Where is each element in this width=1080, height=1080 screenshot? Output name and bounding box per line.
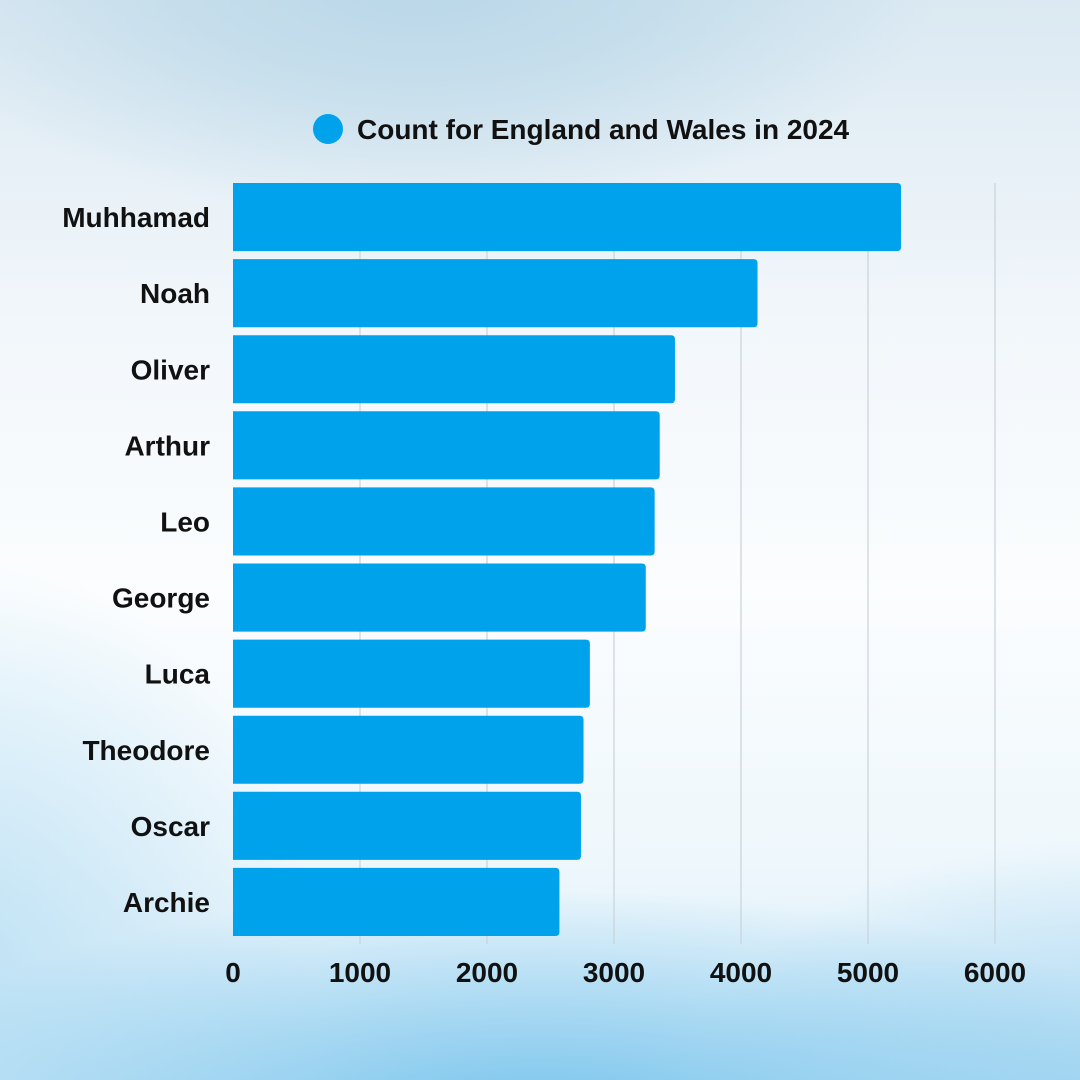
category-label: Theodore	[82, 735, 210, 766]
bar	[233, 867, 560, 936]
category-labels: Muhhamad Noah Oliver Arthur Leo George Luca The…	[62, 202, 210, 918]
x-tick-label: 4000	[710, 957, 772, 988]
bar	[233, 183, 902, 252]
x-tick-label: 6000	[964, 957, 1026, 988]
category-label: Arthur	[124, 430, 210, 461]
bar	[233, 411, 660, 480]
legend: Count for England and Wales in 2024	[313, 114, 850, 145]
category-label: Muhhamad	[62, 202, 210, 233]
category-label: Oscar	[131, 811, 210, 842]
legend-marker	[313, 114, 343, 144]
category-label: George	[112, 583, 210, 614]
category-label: Archie	[123, 887, 210, 918]
x-tick-label: 2000	[456, 957, 518, 988]
x-tick-label: 5000	[837, 957, 899, 988]
legend-label: Count for England and Wales in 2024	[357, 114, 850, 145]
x-tick-label: 0	[225, 957, 241, 988]
x-tick-label: 1000	[329, 957, 391, 988]
bar	[233, 487, 655, 556]
category-label: Noah	[140, 278, 210, 309]
bar	[233, 335, 675, 404]
bar	[233, 563, 646, 632]
category-label: Luca	[145, 659, 211, 690]
bars	[233, 183, 902, 936]
x-tick-label: 3000	[583, 957, 645, 988]
bar	[233, 259, 758, 328]
category-label: Oliver	[131, 354, 210, 385]
category-label: Leo	[160, 506, 210, 537]
bar	[233, 791, 581, 860]
x-axis-tick-labels: 0 1000 2000 3000 4000 5000 6000	[225, 957, 1026, 988]
bar	[233, 639, 590, 708]
bar	[233, 715, 584, 784]
